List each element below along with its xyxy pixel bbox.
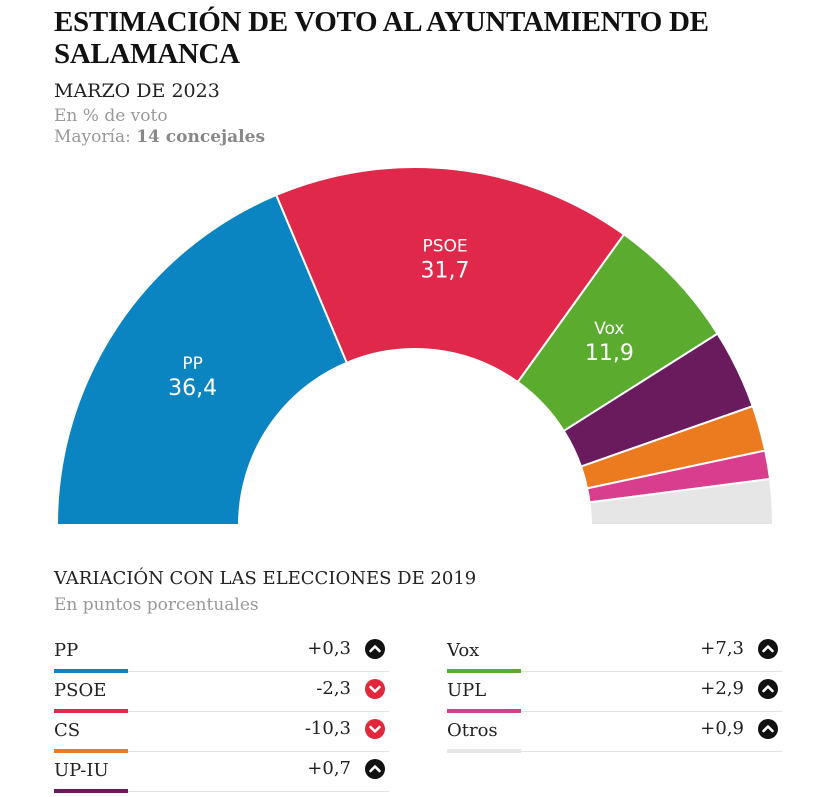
arrow-up-icon (758, 639, 778, 659)
chart-subtitle: MARZO DE 2023 (54, 80, 220, 102)
party-name: Vox (447, 640, 480, 661)
party-color-bar (447, 669, 521, 673)
variation-value: +0,7 (307, 758, 351, 779)
variation-row-upl: UPL +2,9 (447, 672, 782, 713)
arrow-up-icon (758, 719, 778, 739)
arrow-up-icon (758, 679, 778, 699)
variation-row-pp: PP +0,3 (54, 632, 389, 673)
variation-value: +7,3 (700, 638, 744, 659)
variation-row-psoe: PSOE -2,3 (54, 672, 389, 713)
party-name: UPL (447, 680, 487, 701)
unit-note: En % de voto (54, 106, 168, 126)
party-name: UP-IU (54, 760, 109, 781)
variation-row-vox: Vox +7,3 (447, 632, 782, 673)
arrow-up-icon (365, 639, 385, 659)
variation-row-up-iu: UP-IU +0,7 (54, 752, 389, 793)
segment-psoe (274, 166, 626, 384)
variation-list-left: PP +0,3 PSOE -2,3 CS -10,3 UP-IU +0,7 (54, 632, 389, 793)
party-name: PP (54, 640, 79, 661)
party-color-bar (54, 749, 128, 753)
party-name: Otros (447, 720, 498, 741)
party-name: CS (54, 720, 81, 741)
segment-label-pp: PP (182, 354, 203, 374)
segment-label-psoe: PSOE (422, 237, 467, 257)
variation-value: +0,9 (700, 718, 744, 739)
party-color-bar (447, 749, 521, 753)
variation-subtitle: En puntos porcentuales (54, 595, 259, 615)
segment-pp (55, 193, 349, 526)
party-name: PSOE (54, 680, 107, 701)
majority-note: Mayoría: 14 concejales (54, 127, 265, 147)
variation-value: -2,3 (316, 678, 351, 699)
majority-label: Mayoría: (54, 127, 131, 147)
variation-value: +2,9 (700, 678, 744, 699)
arrow-up-icon (365, 759, 385, 779)
variation-list-right: Vox +7,3 UPL +2,9 Otros +0,9 (447, 632, 782, 753)
segment-label-vox: Vox (594, 319, 624, 339)
party-color-bar (447, 709, 521, 713)
segment-value-vox: 11,9 (585, 341, 634, 366)
party-color-bar (54, 669, 128, 673)
party-color-bar (54, 709, 128, 713)
segment-value-psoe: 31,7 (421, 259, 470, 284)
segment-segment-7 (588, 477, 775, 526)
arrow-down-icon (365, 719, 385, 739)
variation-row-otros: Otros +0,9 (447, 712, 782, 753)
variation-value: +0,3 (307, 638, 351, 659)
majority-value: 14 concejales (136, 127, 266, 147)
variation-row-cs: CS -10,3 (54, 712, 389, 753)
variation-title: VARIACIÓN CON LAS ELECCIONES DE 2019 (54, 568, 477, 589)
arrow-down-icon (365, 679, 385, 699)
segment-value-pp: 36,4 (168, 376, 217, 401)
chart-title: ESTIMACIÓN DE VOTO AL AYUNTAMIENTO DE SA… (54, 6, 709, 70)
hemicycle-segments (55, 166, 775, 526)
party-color-bar (54, 789, 128, 793)
variation-value: -10,3 (304, 718, 351, 739)
